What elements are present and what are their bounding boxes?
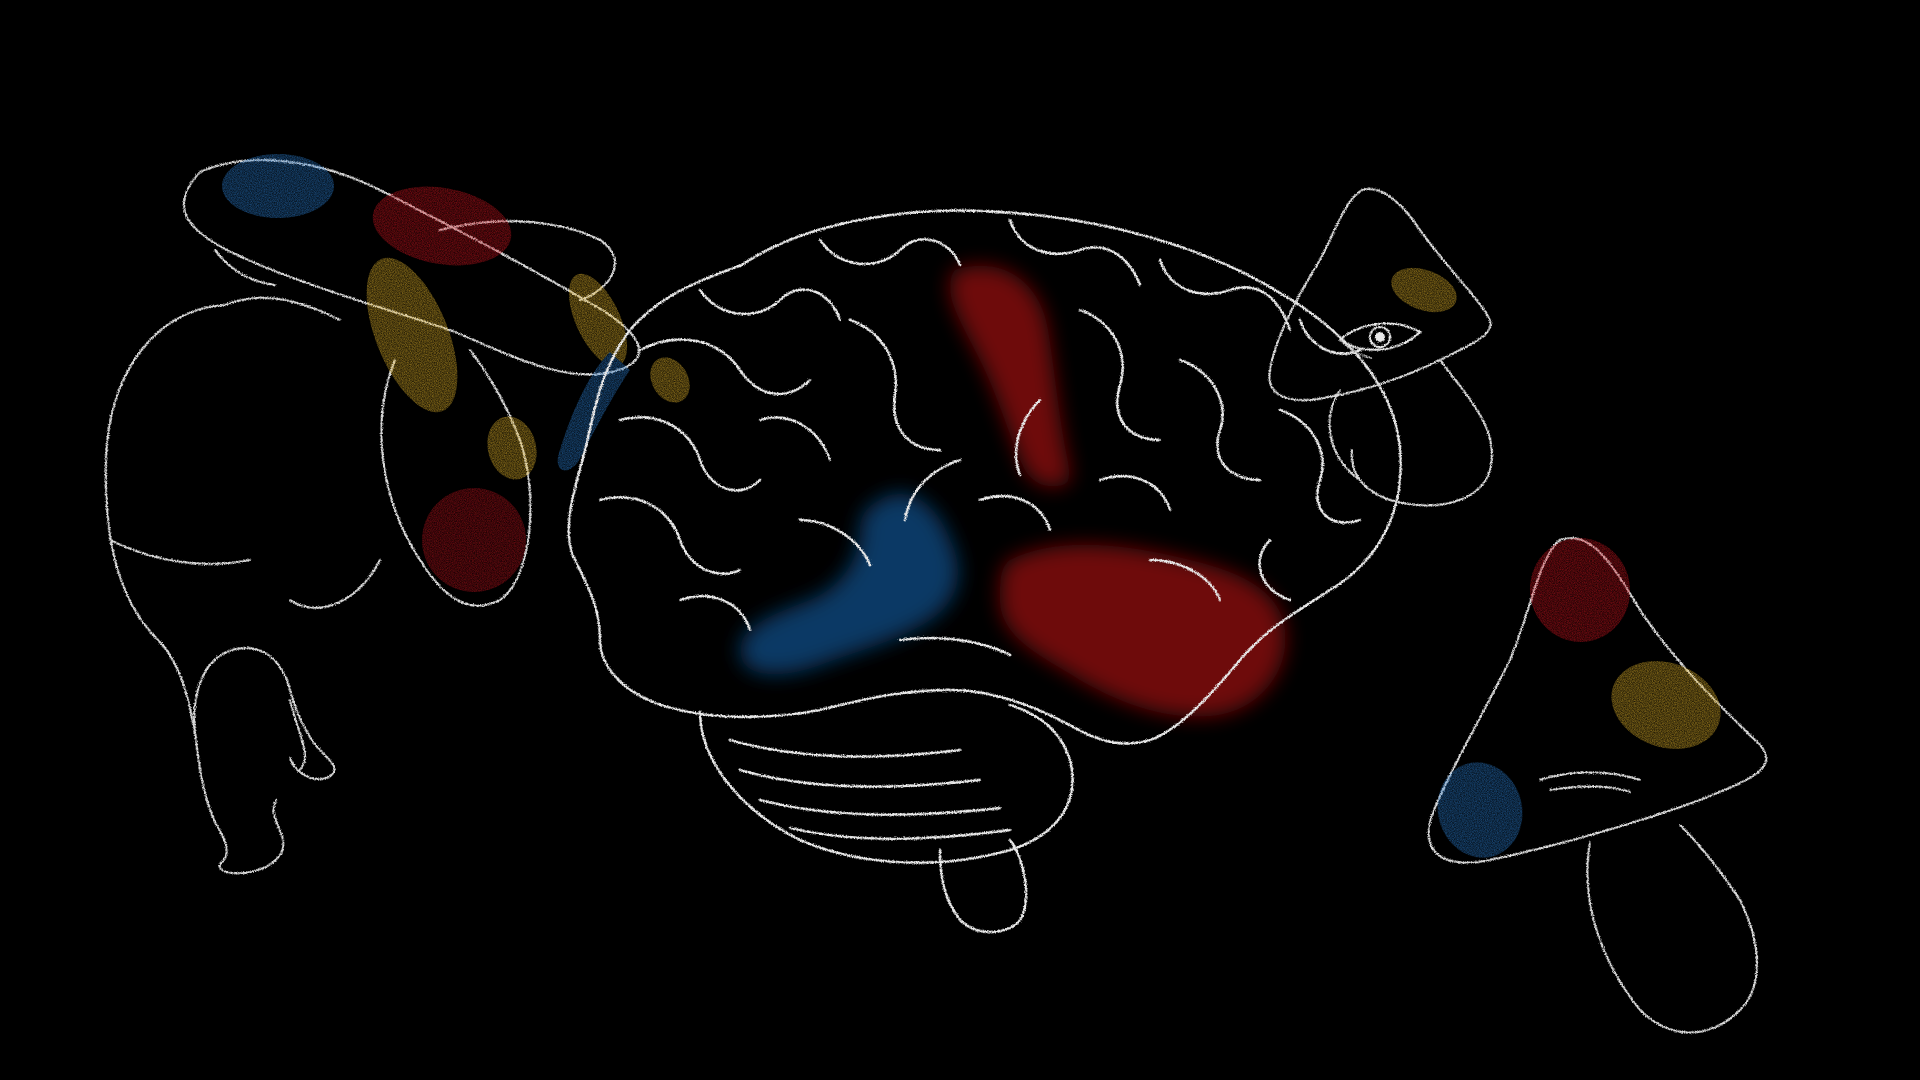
spot-red [1529, 538, 1631, 642]
spot-yellow [568, 273, 628, 367]
mushroom-right-stem-outline [1586, 824, 1758, 1034]
mushroom-right-cap-outline [1427, 537, 1768, 864]
spot-yellow [487, 416, 537, 480]
mushroom-eye-cap-outline [1268, 188, 1492, 402]
activation-blue-insula [740, 493, 959, 675]
spot-yellow [366, 257, 458, 413]
brain-outline [567, 209, 1402, 745]
crouching-figure [104, 296, 381, 875]
mushroom-with-eye [1268, 188, 1493, 507]
brain-illustration [567, 209, 1402, 934]
mushroom-eye-stem-outline [1350, 359, 1493, 507]
activation-red-frontal [949, 265, 1071, 487]
spot-yellow [1391, 267, 1457, 313]
spotted-mushroom-right [1427, 537, 1768, 1034]
spot-blue [1437, 762, 1523, 858]
spot-blue [222, 154, 334, 218]
spot-yellow [1611, 661, 1721, 749]
brain-stem-outline [938, 838, 1028, 934]
cerebellum-outline [698, 703, 1074, 864]
spot-red [372, 186, 512, 266]
spot-yellow [650, 357, 690, 403]
eye-icon [1338, 322, 1422, 359]
spot-red [422, 488, 526, 592]
